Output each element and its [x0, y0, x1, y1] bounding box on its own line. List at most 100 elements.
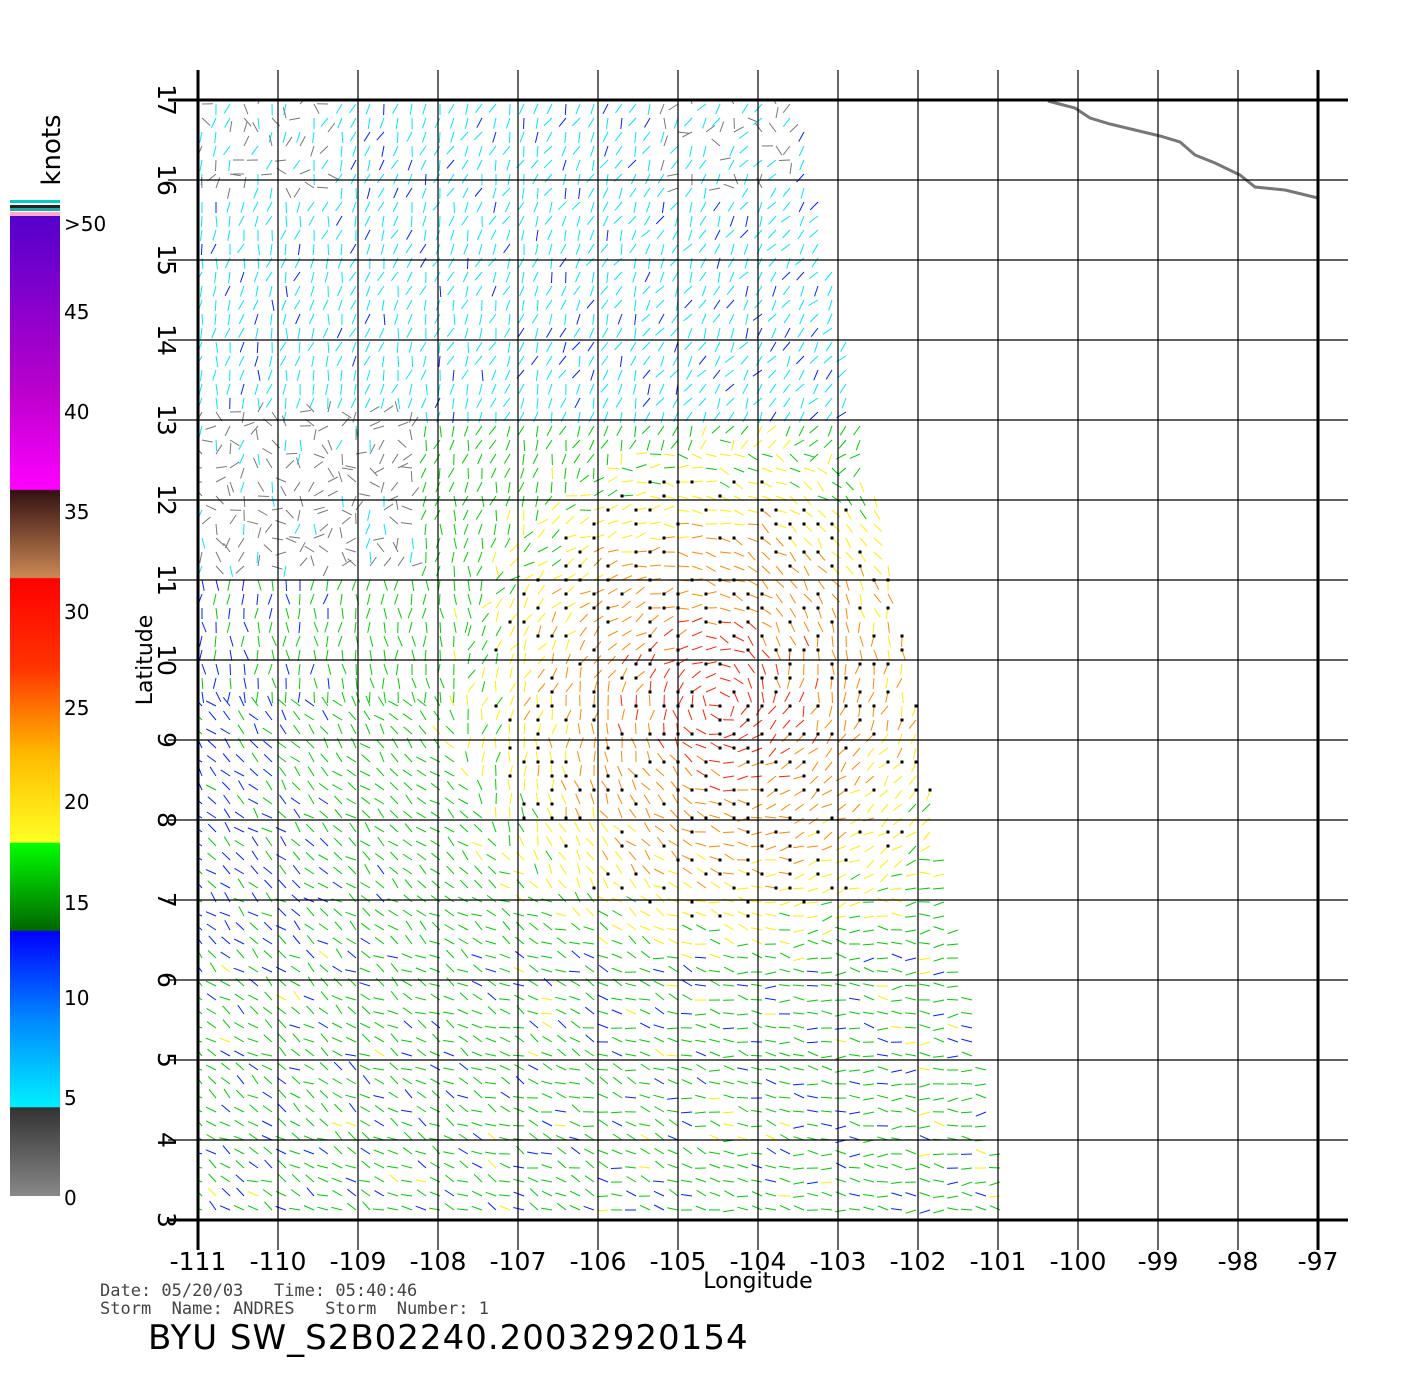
- wind-vector: [863, 1206, 875, 1211]
- wind-vector: [255, 285, 259, 297]
- wind-vector: [555, 1064, 567, 1071]
- wind-vector: [606, 453, 609, 466]
- wind-vector: [215, 579, 220, 591]
- wind-vector: [401, 1068, 413, 1071]
- wind-vector: [362, 1074, 371, 1085]
- wind-vector: [416, 1049, 427, 1057]
- wind-vector: [303, 1162, 315, 1169]
- wind-vector: [280, 229, 287, 240]
- wind-vector: [359, 1179, 371, 1183]
- rain-flag: [634, 550, 638, 554]
- wind-vector: [775, 649, 781, 661]
- wind-vector: [459, 866, 469, 875]
- wind-vector: [793, 1167, 805, 1170]
- wind-vector: [452, 369, 455, 381]
- wind-vector: [843, 719, 847, 731]
- wind-vector: [422, 593, 427, 605]
- wind-vector: [355, 677, 358, 689]
- x-tick-label: -107: [490, 1247, 547, 1276]
- wind-vector: [257, 117, 260, 129]
- wind-vector: [389, 768, 399, 777]
- wind-vector: [655, 215, 665, 225]
- wind-vector: [730, 705, 735, 717]
- wind-vector: [672, 229, 679, 240]
- wind-vector: [243, 177, 247, 189]
- wind-vector: [341, 663, 347, 675]
- wind-vector: [821, 984, 833, 987]
- wind-vector: [444, 826, 455, 833]
- wind-vector: [507, 481, 511, 493]
- wind-vector: [361, 1132, 371, 1141]
- wind-vector: [499, 953, 511, 959]
- wind-vector: [905, 1107, 917, 1113]
- wind-vector: [296, 369, 301, 381]
- wind-vector: [859, 607, 866, 619]
- wind-vector: [502, 397, 511, 408]
- wind-vector: [281, 709, 287, 721]
- wind-vector: [691, 535, 703, 539]
- wind-vector: [229, 481, 235, 493]
- wind-vector: [919, 983, 931, 987]
- wind-vector: [201, 516, 211, 525]
- wind-vector: [256, 341, 259, 354]
- wind-vector: [406, 327, 413, 338]
- wind-vector: [229, 173, 241, 177]
- wind-vector: [663, 668, 671, 679]
- wind-vector: [406, 131, 413, 142]
- wind-vector: [495, 653, 499, 665]
- wind-vector: [560, 243, 567, 254]
- wind-vector: [253, 723, 259, 735]
- wind-vector: [379, 751, 385, 763]
- wind-vector: [347, 474, 357, 483]
- wind-vector: [487, 1006, 497, 1015]
- wind-vector: [199, 131, 203, 143]
- rain-flag: [802, 522, 806, 526]
- wind-vector: [723, 1209, 735, 1213]
- rain-flag: [494, 704, 498, 708]
- wind-vector: [485, 968, 497, 973]
- wind-vector: [663, 466, 676, 469]
- wind-vector: [743, 243, 749, 255]
- wind-vector: [374, 1105, 385, 1113]
- wind-vector: [402, 769, 413, 777]
- wind-vector: [701, 285, 707, 297]
- wind-vector: [201, 117, 211, 126]
- x-tick-label: -106: [570, 1247, 627, 1276]
- wind-vector: [537, 584, 545, 595]
- wind-vector: [318, 425, 329, 432]
- wind-vector: [461, 453, 469, 464]
- wind-vector: [278, 1019, 287, 1029]
- wind-vector: [248, 1161, 259, 1169]
- wind-vector: [364, 383, 371, 395]
- wind-vector: [876, 1181, 889, 1183]
- wind-vector: [769, 383, 777, 394]
- wind-vector: [737, 799, 749, 805]
- rain-flag: [788, 620, 792, 624]
- wind-vector: [642, 131, 651, 142]
- wind-vector: [579, 494, 591, 497]
- wind-vector: [492, 187, 497, 199]
- rain-flag: [746, 872, 750, 876]
- wind-vector: [420, 159, 427, 171]
- wind-vector: [498, 1026, 511, 1029]
- wind-vector: [369, 481, 380, 488]
- wind-vector: [859, 495, 866, 506]
- wind-vector: [198, 1040, 203, 1043]
- wind-vector: [807, 929, 819, 935]
- wind-vector: [369, 467, 378, 477]
- wind-vector: [766, 159, 777, 168]
- wind-vector: [464, 117, 469, 129]
- wind-vector: [736, 1013, 749, 1016]
- wind-vector: [835, 1069, 847, 1073]
- wind-vector: [494, 737, 497, 749]
- wind-vector: [292, 851, 301, 861]
- wind-vector: [333, 866, 343, 875]
- wind-vector: [467, 737, 471, 749]
- wind-vector: [278, 935, 287, 945]
- wind-vector: [402, 1007, 413, 1015]
- wind-vector: [579, 613, 589, 623]
- wind-vector: [308, 313, 315, 325]
- wind-vector: [828, 299, 833, 311]
- wind-vector: [768, 369, 777, 379]
- wind-vector: [382, 369, 385, 382]
